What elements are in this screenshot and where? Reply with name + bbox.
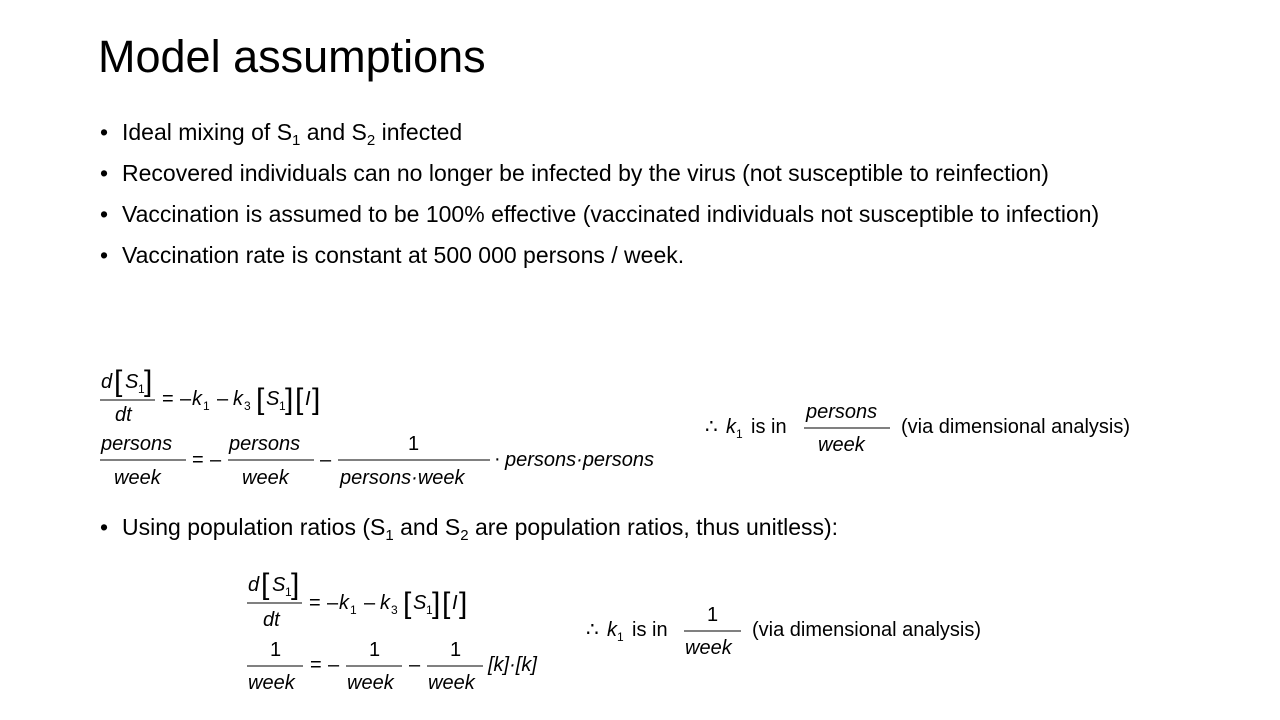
population-ratio-list: Using population ratios (S1 and S2 are p…	[100, 513, 839, 544]
eq-k: k	[192, 388, 203, 410]
eq-dt: dt	[263, 609, 281, 631]
eq-sub-1: 1	[617, 630, 624, 644]
eq-equals: =	[162, 388, 174, 410]
subscript: 1	[292, 132, 301, 149]
bullet-text: Recovered individuals can no longer be i…	[122, 160, 1049, 186]
eq-S: S	[125, 371, 139, 393]
subscript: 2	[460, 527, 469, 544]
eq-S: S	[272, 574, 286, 596]
bullet-vaccination-effective: Vaccination is assumed to be 100% effect…	[100, 200, 1180, 229]
eq-k: k	[607, 619, 618, 641]
eq-week: week	[347, 672, 395, 694]
eq-d: d	[248, 574, 260, 596]
eq-one: 1	[450, 639, 461, 661]
eq-sub-1: 1	[203, 399, 210, 413]
eq-k: k	[233, 388, 244, 410]
eq-lbracket: [	[403, 587, 412, 620]
eq-one: 1	[408, 433, 419, 455]
eq-k: k	[726, 416, 737, 438]
eq-is-in: is in	[751, 416, 787, 438]
eq-d: d	[101, 371, 113, 393]
bullet-text: Using population ratios (S	[122, 514, 386, 540]
eq-via-dimensional-analysis: (via dimensional analysis)	[901, 416, 1130, 438]
eq-lbracket: [	[295, 383, 304, 416]
eq-lbracket: [	[261, 568, 270, 601]
eq-minus: –	[210, 449, 222, 471]
bullet-population-ratios: Using population ratios (S1 and S2 are p…	[100, 513, 839, 544]
eq-sub-3: 3	[244, 399, 251, 413]
eq-minus: –	[327, 592, 339, 614]
eq-S: S	[413, 592, 427, 614]
assumptions-list: Ideal mixing of S1 and S2 infected Recov…	[100, 118, 1180, 282]
eq-sub-1: 1	[350, 603, 357, 617]
bullet-vaccination-rate: Vaccination rate is constant at 500 000 …	[100, 241, 1180, 270]
eq-minus: –	[364, 592, 376, 614]
bullet-text: Vaccination rate is constant at 500 000 …	[122, 242, 685, 268]
eq-week: week	[818, 434, 866, 456]
bullet-text: and S	[393, 514, 461, 540]
eq-equals: =	[309, 592, 321, 614]
eq-I: I	[452, 592, 458, 614]
eq-sub-3: 3	[391, 603, 398, 617]
eq-one: 1	[707, 604, 718, 626]
eq-lbracket: [	[256, 383, 265, 416]
eq-week: week	[248, 672, 296, 694]
eq-week: week	[685, 637, 733, 659]
bullet-text: infected	[375, 119, 463, 145]
eq-minus: –	[328, 654, 340, 676]
eq-sub-1: 1	[736, 427, 743, 441]
equation-rate-persons: d [ S 1 ] dt = – k 1 – k 3 [ S 1 ] [ I ]…	[100, 365, 1130, 489]
eq-S: S	[266, 388, 280, 410]
eq-k: k	[339, 592, 350, 614]
eq-rbracket: ]	[459, 587, 467, 620]
eq-sub-1: 1	[285, 585, 292, 599]
bullet-ideal-mixing: Ideal mixing of S1 and S2 infected	[100, 118, 1180, 149]
eq-rbracket: ]	[285, 383, 293, 416]
eq-via-dimensional-analysis: (via dimensional analysis)	[752, 619, 981, 641]
eq-minus: –	[320, 449, 332, 471]
eq-k-bracket-product: [k]·[k]	[487, 654, 537, 676]
eq-dt: dt	[115, 404, 133, 426]
bullet-text: Ideal mixing of S	[122, 119, 293, 145]
slide-title: Model assumptions	[98, 31, 486, 82]
eq-persons-persons: persons·persons	[504, 449, 654, 471]
subscript: 2	[366, 132, 376, 149]
eq-rbracket: ]	[312, 383, 320, 416]
eq-minus: –	[180, 388, 192, 410]
bullet-recovered: Recovered individuals can no longer be i…	[100, 159, 1180, 188]
eq-equals: =	[192, 449, 204, 471]
eq-minus: –	[217, 388, 229, 410]
eq-k: k	[380, 592, 391, 614]
equation-rate-unitless: d [ S 1 ] dt = – k 1 – k 3 [ S 1 ] [ I ]…	[247, 568, 981, 694]
eq-rbracket: ]	[432, 587, 440, 620]
subscript: 1	[385, 527, 394, 544]
eq-dot: ·	[494, 448, 501, 470]
eq-sub-1: 1	[279, 399, 286, 413]
eq-therefore: ∴	[586, 619, 599, 641]
eq-persons: persons	[100, 433, 172, 455]
eq-I: I	[305, 388, 311, 410]
eq-is-in: is in	[632, 619, 668, 641]
eq-rbracket: ]	[144, 365, 152, 398]
eq-persons-week: persons·week	[339, 467, 466, 489]
eq-week: week	[428, 672, 476, 694]
eq-sub-1: 1	[138, 382, 145, 396]
eq-minus: –	[409, 654, 421, 676]
eq-sub-1: 1	[426, 603, 433, 617]
eq-persons: persons	[228, 433, 300, 455]
eq-persons: persons	[805, 401, 877, 423]
eq-rbracket: ]	[291, 568, 299, 601]
eq-equals: =	[310, 654, 322, 676]
bullet-text: and S	[300, 119, 367, 145]
eq-one: 1	[270, 639, 281, 661]
bullet-text: are population ratios, thus unitless):	[468, 514, 839, 540]
eq-week: week	[242, 467, 290, 489]
eq-lbracket: [	[442, 587, 451, 620]
eq-week: week	[114, 467, 162, 489]
eq-one: 1	[369, 639, 380, 661]
bullet-text: Vaccination is assumed to be 100% effect…	[122, 201, 1100, 227]
eq-lbracket: [	[114, 365, 123, 398]
eq-therefore: ∴	[705, 416, 718, 438]
